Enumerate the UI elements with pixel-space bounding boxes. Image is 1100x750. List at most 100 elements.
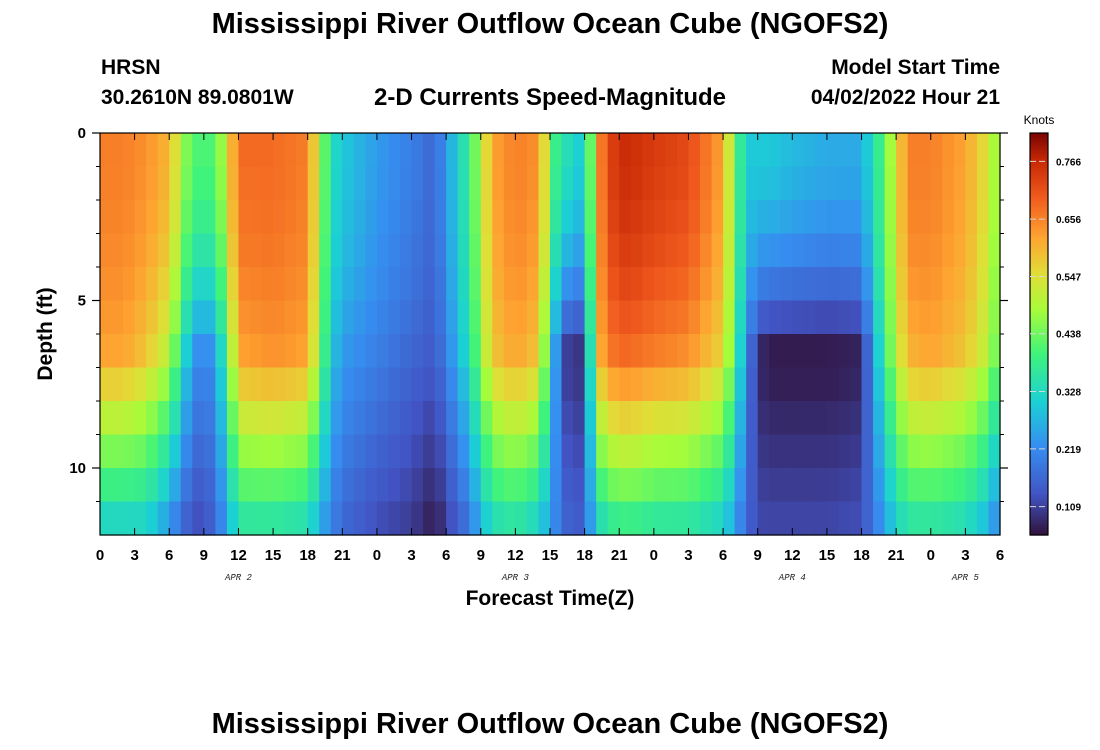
heatmap-cell <box>111 501 124 536</box>
heatmap-cell <box>169 300 182 335</box>
colorbar-segment <box>1030 479 1048 483</box>
heatmap-cell <box>815 300 828 335</box>
heatmap-cell <box>538 434 551 469</box>
heatmap-cell <box>342 267 355 302</box>
heatmap-cell <box>157 401 170 436</box>
heatmap-cell <box>619 434 632 469</box>
heatmap-cell <box>884 133 897 168</box>
heatmap-cell <box>653 401 666 436</box>
colorbar-segment <box>1030 318 1048 323</box>
heatmap-cell <box>861 267 874 302</box>
heatmap-cell <box>838 501 851 536</box>
heatmap-cell <box>434 501 447 536</box>
heatmap-cell <box>607 233 620 268</box>
colorbar-segment <box>1030 499 1048 503</box>
colorbar-segment <box>1030 454 1048 458</box>
heatmap-cell <box>850 200 863 235</box>
heatmap-cell <box>492 367 505 402</box>
heatmap-cell <box>238 468 251 503</box>
colorbar-segment <box>1030 165 1048 169</box>
heatmap-cell <box>665 267 678 302</box>
heatmap-cell <box>838 267 851 302</box>
axes: 0 3 6 9 12 15 18 21 0 3 6 9 12 15 18 21 0 3 6 9 12 15 18 21 0 3 6 A… <box>34 125 1008 610</box>
heatmap-cell <box>573 401 586 436</box>
heatmap-cell <box>330 401 343 436</box>
x-axis-label: Forecast Time(Z) <box>466 587 635 610</box>
heatmap-cell <box>400 267 413 302</box>
heatmap-cell <box>469 166 482 201</box>
heatmap-cell <box>619 468 632 503</box>
colorbar-segment <box>1030 444 1048 448</box>
heatmap-cell <box>123 401 136 436</box>
heatmap-cell <box>226 267 240 302</box>
colorbar-segment <box>1030 261 1048 265</box>
colorbar-segment <box>1030 251 1048 255</box>
heatmap-cell <box>273 501 286 536</box>
heatmap-cell <box>607 468 620 503</box>
heatmap-cell <box>146 133 159 168</box>
heatmap-cell <box>607 401 620 436</box>
heatmap-cell <box>596 166 609 201</box>
heatmap-cell <box>446 166 459 201</box>
heatmap-cell <box>538 133 551 168</box>
colorbar-segment <box>1030 301 1048 305</box>
colorbar-segment <box>1030 263 1048 267</box>
heatmap-cell <box>780 401 793 436</box>
y-tick-label: 5 <box>78 293 86 310</box>
heatmap-cell <box>365 233 378 268</box>
heatmap-cell <box>653 200 666 235</box>
heatmap-cell <box>134 267 147 302</box>
heatmap-cell <box>169 501 182 536</box>
heatmap-cell <box>434 434 447 469</box>
heatmap-cell <box>884 300 897 335</box>
heatmap-cell <box>342 401 355 436</box>
colorbar-segment <box>1030 389 1048 393</box>
heatmap-cell <box>838 401 851 436</box>
heatmap-cell <box>192 267 205 302</box>
heatmap-cell <box>226 501 240 536</box>
heatmap-cell <box>526 401 540 436</box>
heatmap-cell <box>584 300 597 335</box>
colorbar-tick-label: 0.547 <box>1056 272 1081 283</box>
heatmap-cell <box>769 501 782 536</box>
heatmap-cell <box>930 200 943 235</box>
heatmap-cell <box>146 200 159 235</box>
heatmap-cell <box>342 367 355 402</box>
x-tick-label: 0 <box>927 547 935 564</box>
heatmap-cell <box>746 501 759 536</box>
heatmap-cell <box>711 468 724 503</box>
heatmap-cell <box>261 434 274 469</box>
heatmap-cell <box>688 334 701 369</box>
heatmap-cell <box>688 468 701 503</box>
heatmap-cell <box>619 367 632 402</box>
heatmap-cell <box>792 233 805 268</box>
colorbar-segment <box>1030 369 1048 373</box>
heatmap-cell <box>757 267 770 302</box>
heatmap-cell <box>619 300 632 335</box>
heatmap-cell <box>503 267 516 302</box>
heatmap-cell <box>942 267 955 302</box>
heatmap-cell <box>561 267 574 302</box>
colorbar-segment <box>1030 210 1048 214</box>
heatmap-cell <box>607 434 620 469</box>
heatmap-cell <box>723 300 736 335</box>
colorbar-segment <box>1030 163 1048 167</box>
heatmap-cell <box>700 200 713 235</box>
heatmap-cell <box>480 501 493 536</box>
heatmap-cell <box>134 233 147 268</box>
heatmap-cell <box>123 434 136 469</box>
colorbar-segment <box>1030 349 1048 353</box>
heatmap-cell <box>642 267 655 302</box>
heatmap-cell <box>538 267 551 302</box>
heatmap-cell <box>503 300 516 335</box>
heatmap-cell <box>988 133 1001 168</box>
heatmap-cell <box>330 133 343 168</box>
colorbar: 0.109 0.219 0.328 0.438 0.547 0.656 0.766 Knots <box>1024 113 1081 536</box>
heatmap-cell <box>711 401 724 436</box>
heatmap-cell <box>526 501 540 536</box>
heatmap-cell <box>792 367 805 402</box>
heatmap-cell <box>711 200 724 235</box>
heatmap-cell <box>342 434 355 469</box>
heatmap-cell <box>642 501 655 536</box>
heatmap-cell <box>942 300 955 335</box>
